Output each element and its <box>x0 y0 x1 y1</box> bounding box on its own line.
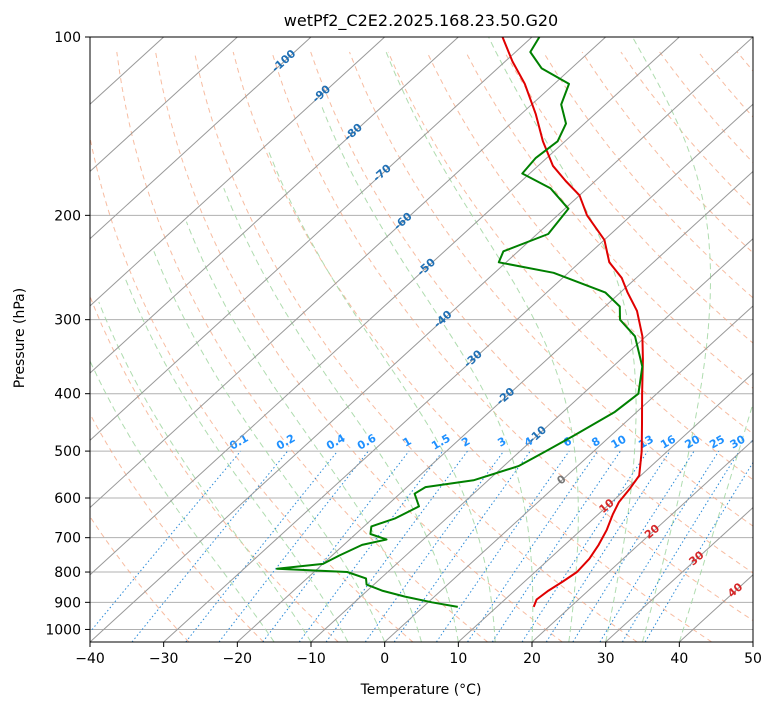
isotherm-line <box>457 372 753 642</box>
moist-adiabat-line <box>98 301 312 642</box>
x-tick-label: −30 <box>149 651 179 667</box>
dry-adiabat-line <box>90 295 339 642</box>
mixing-ratio-line <box>364 450 505 642</box>
temperature-profile-line <box>501 37 644 608</box>
isotherm-line <box>90 37 533 442</box>
isotherm-line <box>90 37 753 642</box>
y-tick-label: 200 <box>54 208 81 224</box>
dry-adiabat-line <box>90 412 264 642</box>
x-tick-label: 10 <box>449 651 467 667</box>
mixing-ratio-line <box>572 450 695 642</box>
mixing-ratio-line <box>325 450 468 642</box>
y-axis-label: Pressure (hPa) <box>12 288 28 388</box>
dewpoint-profile-line <box>276 37 644 608</box>
y-tick-label: 500 <box>54 444 81 460</box>
y-tick-label: 800 <box>54 565 81 581</box>
moist-adiabat-line <box>223 188 459 642</box>
mixing-ratio-line <box>90 450 242 633</box>
x-tick-label: 50 <box>744 651 762 667</box>
x-tick-label: −40 <box>75 651 105 667</box>
y-tick-label: 400 <box>54 387 81 403</box>
y-tick-label: 300 <box>54 313 81 329</box>
x-tick-label: −10 <box>296 651 326 667</box>
isotherm-line <box>236 170 753 642</box>
dry-adiabat-line <box>90 515 190 642</box>
x-axis-label: Temperature (°C) <box>360 682 482 698</box>
x-tick-label: 0 <box>380 651 389 667</box>
mixing-ratio-line <box>185 450 338 642</box>
x-tick-label: −20 <box>223 651 253 667</box>
moist-adiabat-line <box>488 37 637 642</box>
x-tick-label: 30 <box>597 651 615 667</box>
mixing-ratio-line <box>435 450 570 642</box>
moist-adiabat-line <box>678 401 753 642</box>
isotherm-line <box>90 37 386 307</box>
moist-adiabat-line <box>267 149 496 642</box>
moist-adiabat-line <box>632 37 711 642</box>
dry-adiabat-line <box>310 51 753 574</box>
isotherm-line <box>384 305 753 642</box>
isotherm-line <box>90 37 680 576</box>
moist-adiabat-line <box>153 251 386 642</box>
moist-adiabat-line <box>384 49 579 642</box>
mixing-ratio-line <box>131 450 288 642</box>
isotherm-line <box>90 37 607 509</box>
dry-adiabat-line <box>387 51 753 481</box>
mixing-ratio-line <box>467 450 599 642</box>
axes-frame: −40 −30 −20 −10 0 10 20 30 40 50 100 200 300 400 500 60… <box>45 30 762 667</box>
isotherm-line <box>90 37 459 374</box>
isotherm-line <box>90 37 312 240</box>
x-tick-label: 20 <box>523 651 541 667</box>
mixing-ratio-line <box>545 450 671 642</box>
isotherm-line <box>531 439 753 642</box>
y-tick-label: 100 <box>54 30 81 46</box>
moist-adiabat-line <box>185 221 422 642</box>
mixing-ratio-line <box>298 450 444 642</box>
mixing-ratio-line <box>262 450 410 642</box>
y-tick-label: 700 <box>54 531 81 547</box>
isotherm-line <box>163 103 753 642</box>
mixing-ratio-line <box>491 450 621 642</box>
y-tick-label: 1000 <box>45 622 81 638</box>
mixing-ratio-line <box>521 450 649 642</box>
mixing-ratio-line <box>621 450 740 642</box>
axes-border <box>89 36 754 643</box>
dry-adiabat-line <box>90 135 414 642</box>
x-tick-label: 40 <box>670 651 688 667</box>
chart-title: wetPf2_C2E2.2025.168.23.50.G20 <box>284 11 558 31</box>
dry-adiabat-line <box>465 51 753 389</box>
dry-adiabat-line <box>349 51 753 527</box>
isotherm-line <box>605 506 753 642</box>
isotherm-line <box>90 37 238 173</box>
dry-adiabat-line <box>271 51 753 622</box>
dry-adiabat-line <box>116 51 488 642</box>
y-tick-label: 900 <box>54 595 81 611</box>
y-tick-label: 600 <box>54 491 81 507</box>
dry-adiabat-line <box>155 51 563 642</box>
moist-adiabat-line <box>320 104 534 642</box>
